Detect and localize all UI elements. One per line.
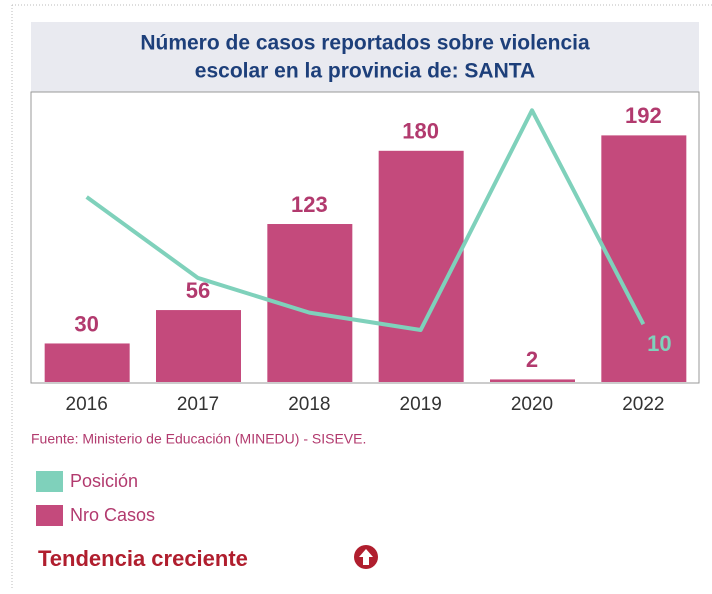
bar — [601, 135, 687, 382]
line-label: 10 — [647, 331, 671, 356]
x-tick-label: 2019 — [400, 394, 442, 415]
chart-title: Número de casos reportados sobre violenc… — [140, 32, 590, 55]
bar-label: 180 — [402, 119, 439, 144]
bar — [44, 343, 130, 382]
x-tick-label: 2017 — [177, 394, 219, 415]
line — [85, 108, 646, 332]
bar — [156, 310, 241, 382]
x-tick-label: 2022 — [622, 394, 664, 415]
bar-label: 192 — [625, 103, 662, 128]
bar — [378, 150, 464, 382]
x-tick-label: 2020 — [511, 394, 553, 415]
legend-swatch — [36, 505, 63, 526]
legend-label: Nro Casos — [70, 505, 155, 525]
bar-label: 2 — [526, 347, 538, 372]
chart-title: escolar en la provincia de: SANTA — [195, 60, 535, 83]
title-box — [31, 22, 699, 92]
legend-label: Posición — [70, 471, 138, 491]
bar — [490, 379, 575, 382]
bar-label: 30 — [74, 311, 98, 336]
bar-label: 123 — [291, 192, 328, 217]
source: Fuente: Ministerio de Educación (MINEDU)… — [31, 431, 366, 447]
plot-frame — [30, 91, 700, 384]
trend-label: Tendencia creciente — [38, 546, 248, 571]
x-tick-label: 2018 — [288, 394, 330, 415]
legend-swatch — [36, 471, 63, 492]
x-tick-label: 2016 — [66, 394, 108, 415]
trend-icon — [354, 545, 378, 569]
